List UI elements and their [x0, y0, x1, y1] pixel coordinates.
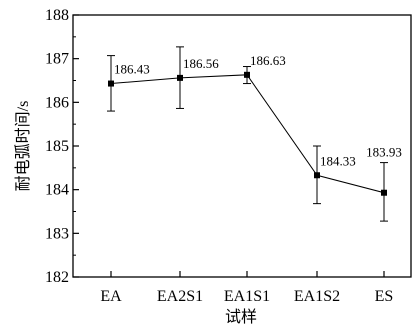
data-label: 186.43	[114, 62, 150, 77]
data-point	[381, 189, 387, 196]
x-tick-label: EA2S1	[157, 288, 203, 305]
data-label: 183.93	[366, 145, 402, 160]
y-axis-title: 耐电弧时间/s	[14, 101, 32, 192]
series-group: 186.43 186.56 186.63 184.33 183.93	[107, 46, 402, 222]
y-tick-label: 188	[45, 7, 69, 24]
data-point	[108, 80, 114, 87]
x-axis: EA EA2S1 EA1S1 EA1S2 ES	[100, 271, 393, 305]
x-tick-label: EA	[100, 288, 122, 305]
y-tick-label: 186	[45, 94, 69, 111]
x-tick-label: EA1S1	[224, 288, 270, 305]
data-label: 184.33	[320, 153, 356, 168]
y-tick-label: 185	[45, 138, 69, 155]
data-label: 186.63	[250, 53, 286, 68]
y-tick-label: 183	[45, 225, 69, 242]
data-point	[314, 172, 320, 179]
y-tick-label: 187	[45, 51, 69, 68]
x-axis-title: 试样	[225, 308, 257, 326]
data-label: 186.56	[183, 56, 219, 71]
y-tick-label: 184	[45, 182, 69, 199]
data-point	[244, 71, 250, 78]
plot-frame	[72, 14, 412, 278]
y-tick-label: 182	[45, 269, 69, 286]
x-tick-label: ES	[375, 288, 394, 305]
x-tick-label: EA1S2	[294, 288, 340, 305]
series-line	[110, 74, 385, 194]
data-point	[177, 74, 183, 81]
y-axis: 182 183 184 185 186 187 188	[45, 7, 79, 286]
